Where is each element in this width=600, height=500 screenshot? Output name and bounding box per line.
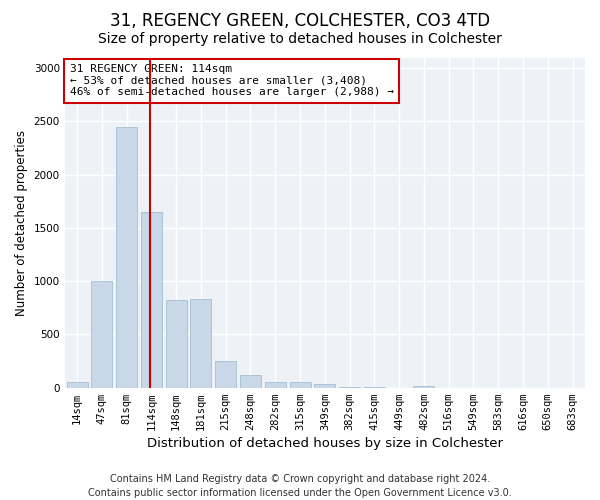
X-axis label: Distribution of detached houses by size in Colchester: Distribution of detached houses by size … xyxy=(147,437,503,450)
Bar xyxy=(314,384,335,388)
Bar xyxy=(67,382,88,388)
Y-axis label: Number of detached properties: Number of detached properties xyxy=(15,130,28,316)
Bar xyxy=(141,212,162,388)
Text: 31, REGENCY GREEN, COLCHESTER, CO3 4TD: 31, REGENCY GREEN, COLCHESTER, CO3 4TD xyxy=(110,12,490,30)
Bar xyxy=(190,300,211,388)
Bar xyxy=(166,300,187,388)
Text: Contains HM Land Registry data © Crown copyright and database right 2024.
Contai: Contains HM Land Registry data © Crown c… xyxy=(88,474,512,498)
Bar xyxy=(413,386,434,388)
Text: 31 REGENCY GREEN: 114sqm
← 53% of detached houses are smaller (3,408)
46% of sem: 31 REGENCY GREEN: 114sqm ← 53% of detach… xyxy=(70,64,394,98)
Text: Size of property relative to detached houses in Colchester: Size of property relative to detached ho… xyxy=(98,32,502,46)
Bar xyxy=(215,361,236,388)
Bar xyxy=(265,382,286,388)
Bar xyxy=(290,382,311,388)
Bar xyxy=(364,387,385,388)
Bar xyxy=(339,387,360,388)
Bar xyxy=(91,281,112,388)
Bar xyxy=(240,375,261,388)
Bar xyxy=(116,126,137,388)
